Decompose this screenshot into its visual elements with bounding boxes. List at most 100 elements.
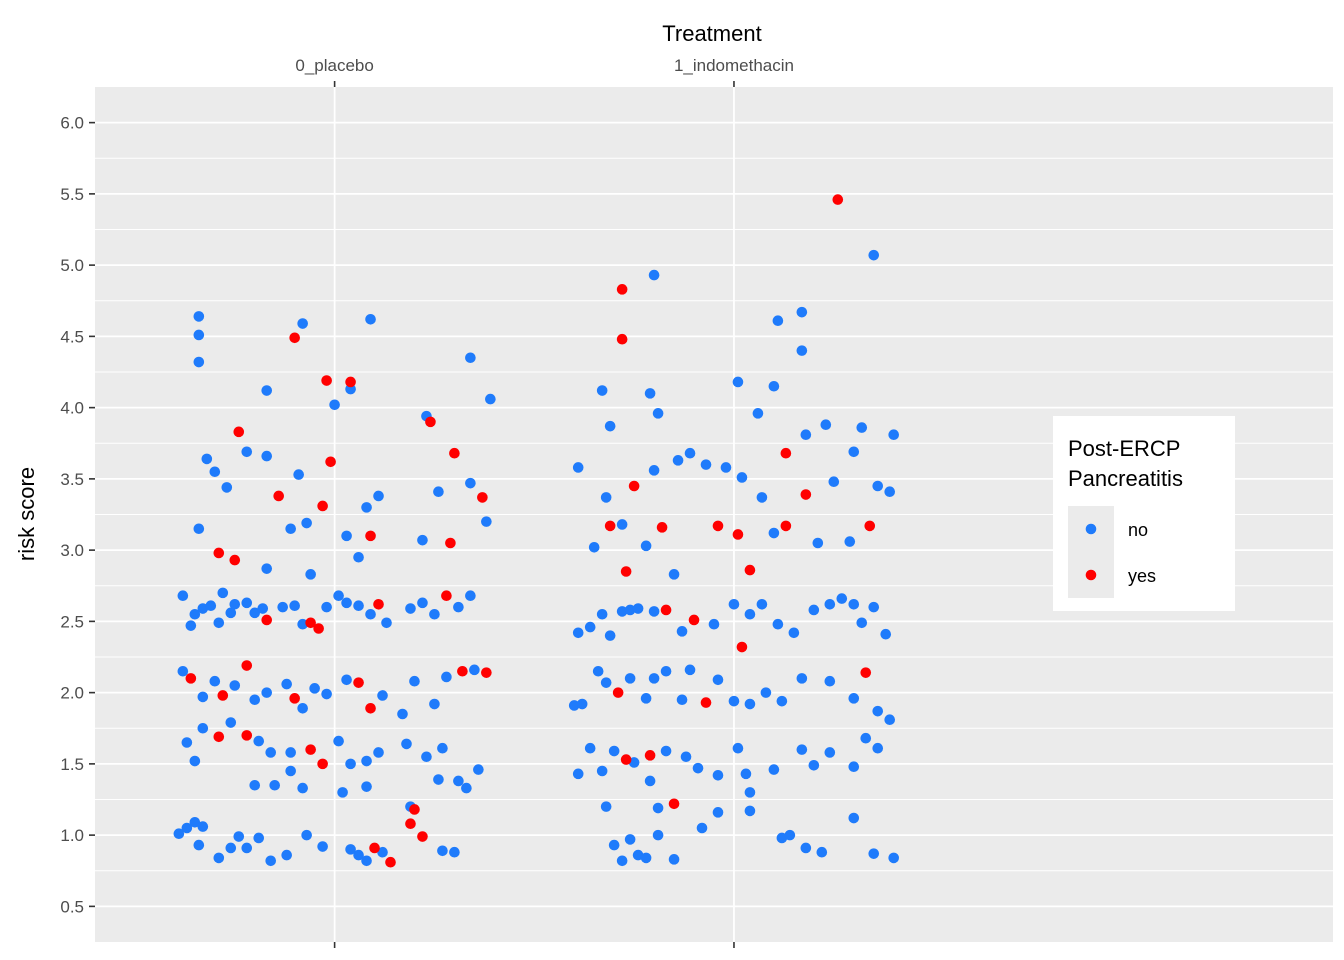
point-no — [437, 742, 448, 754]
point-no — [668, 854, 680, 865]
point-no — [213, 617, 225, 629]
point-no — [365, 608, 376, 620]
point-no — [485, 393, 496, 405]
point-no — [285, 523, 296, 535]
point-no — [740, 768, 752, 780]
point-yes — [317, 500, 328, 512]
point-no — [209, 466, 221, 478]
point-no — [572, 768, 584, 780]
point-no — [756, 598, 768, 610]
point-no — [253, 735, 265, 747]
point-yes — [616, 333, 628, 345]
point-yes — [373, 598, 384, 610]
point-no — [776, 832, 788, 844]
point-yes — [365, 703, 376, 714]
point-no — [249, 694, 261, 706]
point-yes — [217, 690, 229, 701]
x-tick-label: 1_indomethacin — [674, 56, 794, 75]
point-no — [856, 422, 868, 433]
point-no — [377, 690, 388, 701]
point-no — [744, 787, 756, 798]
point-no — [177, 590, 189, 602]
point-no — [229, 598, 241, 610]
point-no — [241, 446, 253, 458]
point-no — [301, 517, 312, 529]
point-no — [744, 805, 756, 817]
point-yes — [213, 731, 225, 743]
point-no — [417, 534, 428, 546]
point-no — [361, 502, 372, 513]
point-no — [584, 742, 596, 754]
legend-label-yes: yes — [1128, 566, 1156, 586]
point-no — [828, 476, 840, 488]
point-no — [301, 829, 312, 841]
point-no — [880, 628, 892, 640]
point-no — [868, 249, 880, 261]
point-no — [680, 751, 692, 763]
point-no — [692, 762, 704, 774]
point-no — [596, 765, 608, 777]
point-no — [453, 775, 464, 787]
point-no — [341, 674, 352, 686]
y-tick-label: 5.5 — [60, 185, 84, 204]
point-no — [824, 598, 836, 610]
point-no — [796, 345, 808, 356]
data-points — [173, 194, 900, 868]
point-no — [676, 626, 688, 637]
point-no — [640, 540, 652, 552]
point-no — [732, 742, 744, 754]
point-no — [257, 603, 269, 614]
point-yes — [289, 332, 300, 344]
point-no — [297, 703, 308, 714]
point-no — [401, 738, 412, 750]
point-yes — [425, 416, 436, 428]
point-no — [241, 597, 253, 609]
point-no — [225, 607, 237, 619]
point-no — [720, 462, 732, 473]
point-no — [616, 606, 628, 617]
gridlines — [95, 87, 1333, 942]
point-yes — [369, 842, 380, 854]
point-yes — [325, 456, 336, 468]
point-no — [373, 490, 384, 502]
point-no — [684, 664, 696, 676]
point-no — [305, 569, 316, 580]
y-tick-label: 3.5 — [60, 470, 84, 489]
point-no — [417, 597, 428, 609]
point-no — [297, 618, 308, 630]
point-no — [660, 745, 672, 757]
point-no — [652, 408, 664, 419]
point-yes — [229, 554, 241, 566]
point-no — [624, 604, 636, 616]
point-no — [173, 828, 185, 839]
point-yes — [604, 520, 616, 532]
point-no — [872, 705, 884, 717]
x-axis: 0_placebo 1_indomethacin — [295, 56, 794, 948]
point-no — [884, 486, 896, 498]
point-no — [241, 842, 253, 854]
point-no — [221, 482, 233, 493]
point-no — [796, 306, 808, 318]
point-no — [640, 852, 652, 864]
point-no — [752, 408, 764, 419]
point-no — [197, 603, 209, 614]
point-yes — [445, 537, 456, 549]
point-no — [353, 600, 364, 611]
point-yes — [860, 667, 872, 678]
point-no — [604, 630, 616, 641]
point-no — [652, 829, 664, 841]
point-no — [884, 714, 896, 725]
point-yes — [688, 614, 700, 626]
point-no — [888, 852, 900, 864]
point-no — [193, 329, 205, 341]
point-no — [265, 855, 277, 867]
point-no — [185, 620, 197, 631]
point-no — [600, 492, 612, 503]
point-no — [616, 855, 628, 867]
point-no — [800, 842, 812, 854]
point-no — [205, 600, 217, 611]
point-no — [461, 782, 472, 794]
point-no — [812, 537, 824, 549]
point-no — [644, 775, 656, 787]
